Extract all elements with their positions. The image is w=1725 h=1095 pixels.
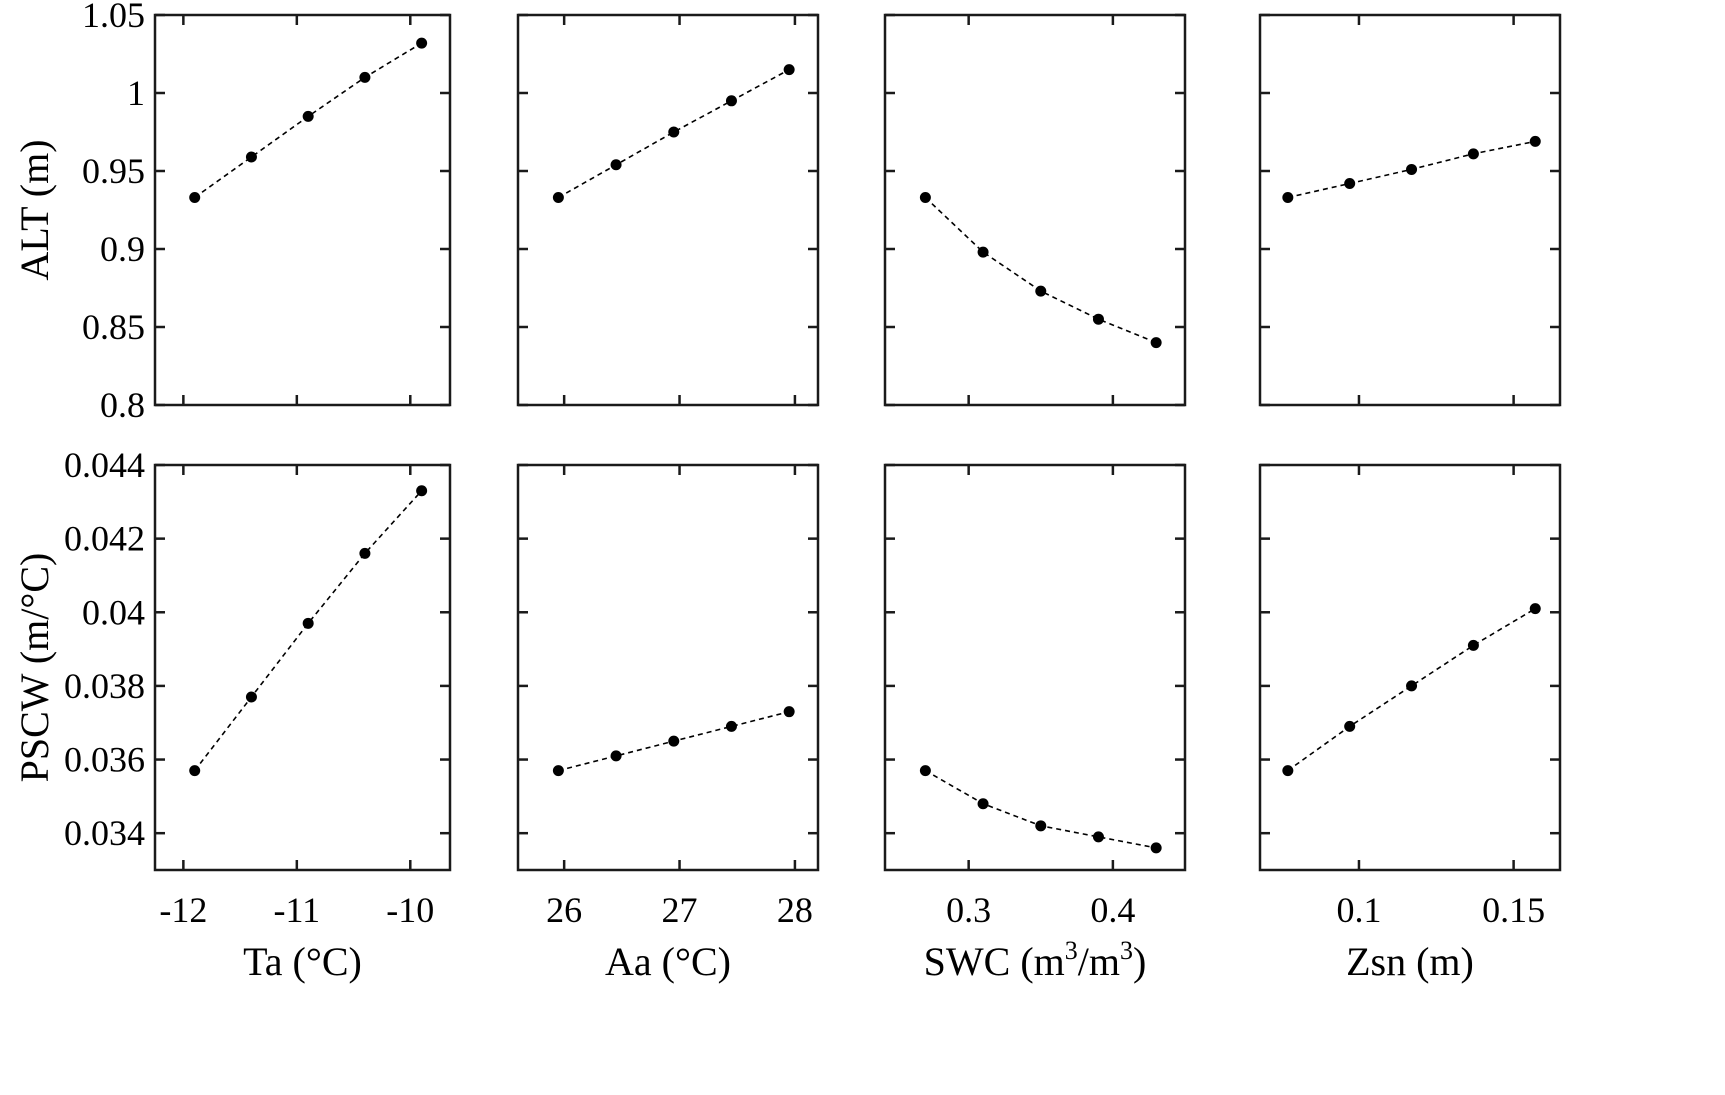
x-tick-label: 0.1: [1336, 890, 1381, 930]
data-point: [610, 750, 622, 762]
series-line: [925, 769, 1157, 849]
plot-frame: [153, 463, 452, 872]
x-tick-label: 26: [546, 890, 582, 930]
data-point: [416, 485, 428, 497]
data-point: [783, 64, 795, 76]
data-point: [977, 246, 989, 258]
panel-5: 0.034 0.036 0.038 0.04 0.042 0.044 -12 -11 -10 Ta…: [12, 445, 452, 984]
x-tick-label: 0.3: [946, 890, 991, 930]
y-tick-label: 0.034: [64, 813, 145, 853]
plot-frame: [1258, 463, 1562, 872]
plot-frame: [883, 13, 1187, 407]
plot-frame: [883, 463, 1187, 872]
series-line: [558, 68, 790, 199]
y-tick-label: 0.95: [82, 151, 145, 191]
panel-2: [516, 13, 820, 407]
data-point: [189, 192, 201, 204]
series-line: [194, 490, 423, 772]
data-point: [189, 765, 201, 777]
y-tick-label: 0.9: [100, 229, 145, 269]
data-point: [1035, 285, 1047, 297]
panel-6: 26 27 28 Aa (°C): [516, 463, 820, 984]
panel-7: 0.3 0.4 SWC (m3/m3): [883, 463, 1187, 984]
data-point: [552, 765, 564, 777]
y-tick-label: 0.038: [64, 666, 145, 706]
x-tick-label: 0.4: [1090, 890, 1135, 930]
data-point: [919, 765, 931, 777]
plot-frame: [516, 463, 820, 872]
plot-frame: [153, 13, 452, 407]
data-point: [783, 706, 795, 718]
data-point: [1467, 148, 1479, 160]
data-point: [919, 192, 931, 204]
data-point: [245, 151, 257, 163]
data-point: [1282, 765, 1294, 777]
data-point: [668, 126, 680, 138]
data-point: [1344, 720, 1356, 732]
y-tick-label: 0.85: [82, 307, 145, 347]
x-axis-label: SWC (m3/m3): [924, 936, 1147, 984]
data-point: [1529, 603, 1541, 615]
data-point: [1344, 177, 1356, 189]
y-axis-label: PSCW (m/°C): [12, 553, 57, 783]
x-tick-label: -10: [386, 890, 434, 930]
data-point: [359, 547, 371, 559]
data-point: [416, 37, 428, 49]
data-point: [668, 735, 680, 747]
data-point: [725, 95, 737, 107]
y-tick-label: 0.04: [82, 592, 145, 632]
x-tick-label: 0.15: [1482, 890, 1545, 930]
panel-3: [883, 13, 1187, 407]
y-tick-label: 0.042: [64, 519, 145, 559]
data-point: [610, 159, 622, 171]
data-point: [302, 617, 314, 629]
data-point: [552, 192, 564, 204]
x-axis-label: Ta (°C): [243, 939, 362, 984]
data-point: [1150, 842, 1162, 854]
data-point: [1092, 831, 1104, 843]
y-tick-label: 0.8: [100, 385, 145, 425]
plot-frame: [1258, 13, 1562, 407]
x-axis-label: Zsn (m): [1346, 939, 1474, 984]
y-tick-label: 0.044: [64, 445, 145, 485]
data-point: [1406, 680, 1418, 692]
panel-1: 0.8 0.85 0.9 0.95 1 1.05 ALT (m): [12, 0, 452, 425]
y-axis-label: ALT (m): [12, 139, 57, 280]
x-tick-label: -11: [273, 890, 320, 930]
data-point: [1467, 639, 1479, 651]
y-tick-label: 0.036: [64, 740, 145, 780]
y-tick-label: 1.05: [82, 0, 145, 35]
plot-frame: [516, 13, 820, 407]
data-point: [1282, 192, 1294, 204]
data-point: [977, 798, 989, 810]
x-tick-label: -12: [159, 890, 207, 930]
data-point: [725, 720, 737, 732]
x-axis-label: Aa (°C): [605, 939, 731, 984]
series-line: [1287, 607, 1536, 772]
panel-4: [1258, 13, 1562, 407]
series-line: [924, 196, 1157, 344]
data-point: [359, 71, 371, 83]
data-point: [302, 110, 314, 122]
data-point: [1092, 313, 1104, 325]
data-point: [1150, 337, 1162, 349]
data-point: [1529, 135, 1541, 147]
data-point: [1035, 820, 1047, 832]
data-point: [245, 691, 257, 703]
x-tick-label: 28: [777, 890, 813, 930]
x-tick-label: 27: [662, 890, 698, 930]
data-point: [1406, 163, 1418, 175]
y-tick-label: 1: [127, 73, 145, 113]
